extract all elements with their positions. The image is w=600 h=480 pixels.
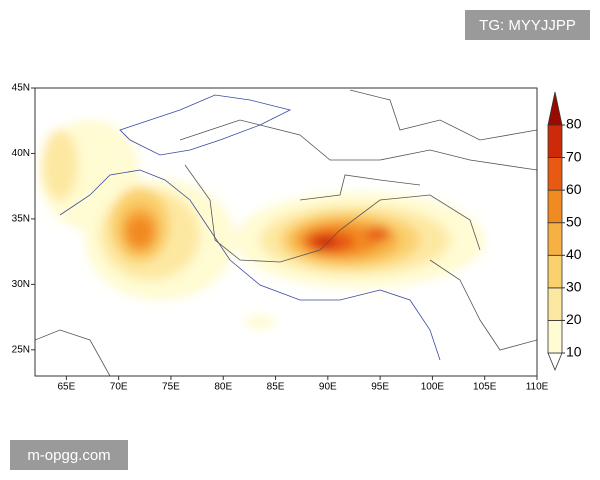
colorbar-label: 30 (566, 279, 582, 295)
colorbar-label: 70 (566, 148, 582, 164)
x-tick-label: 85E (267, 382, 285, 393)
precip-contour (126, 216, 154, 248)
y-tick-label: 25N (12, 344, 30, 355)
x-tick-label: 75E (162, 382, 180, 393)
y-tick-label: 35N (12, 214, 30, 225)
x-tick-label: 95E (371, 382, 389, 393)
y-tick-label: 45N (12, 83, 30, 94)
x-tick-label: 80E (214, 382, 232, 393)
colorbar-segment (547, 124, 563, 158)
map-lines (35, 89, 537, 376)
y-tick-label: 40N (12, 148, 30, 159)
colorbar-extension (547, 352, 563, 372)
x-tick-label: 110E (526, 382, 549, 393)
colorbar-label: 80 (566, 116, 582, 132)
x-tick-label: 105E (473, 382, 497, 393)
colorbar-label: 60 (566, 181, 582, 197)
x-tick-label: 65E (57, 382, 75, 393)
colorbar-label: 50 (566, 213, 582, 229)
x-tick-label: 70E (110, 382, 128, 393)
colorbar-segment (547, 157, 563, 191)
colorbar-extension (547, 91, 563, 126)
precip-contour (42, 130, 78, 200)
x-tick-label: 100E (421, 382, 445, 393)
colorbar-segment (547, 189, 563, 224)
colorbar-segment (547, 254, 563, 289)
colorbar-label: 40 (566, 246, 582, 262)
colorbar-segment (547, 222, 563, 256)
watermark: TG: MYYJJPP (465, 10, 590, 40)
map-frame (34, 87, 538, 377)
precip-contour (245, 315, 275, 329)
precip-contour (366, 227, 390, 241)
map: 65E 70E 75E 80E 85E 90E 95E 100E 105E 110E 25N 30N 3… (12, 83, 582, 393)
x-tick-label: 90E (319, 382, 337, 393)
colorbar-segment (547, 287, 563, 321)
colorbar-label: 10 (566, 344, 582, 360)
colorbar-segment (547, 320, 563, 354)
y-tick-label: 30N (12, 279, 30, 290)
precip-contour (313, 236, 337, 248)
precip-field (40, 120, 485, 329)
watermark: m-opgg.com (10, 440, 128, 470)
colorbar-label: 20 (566, 311, 582, 327)
